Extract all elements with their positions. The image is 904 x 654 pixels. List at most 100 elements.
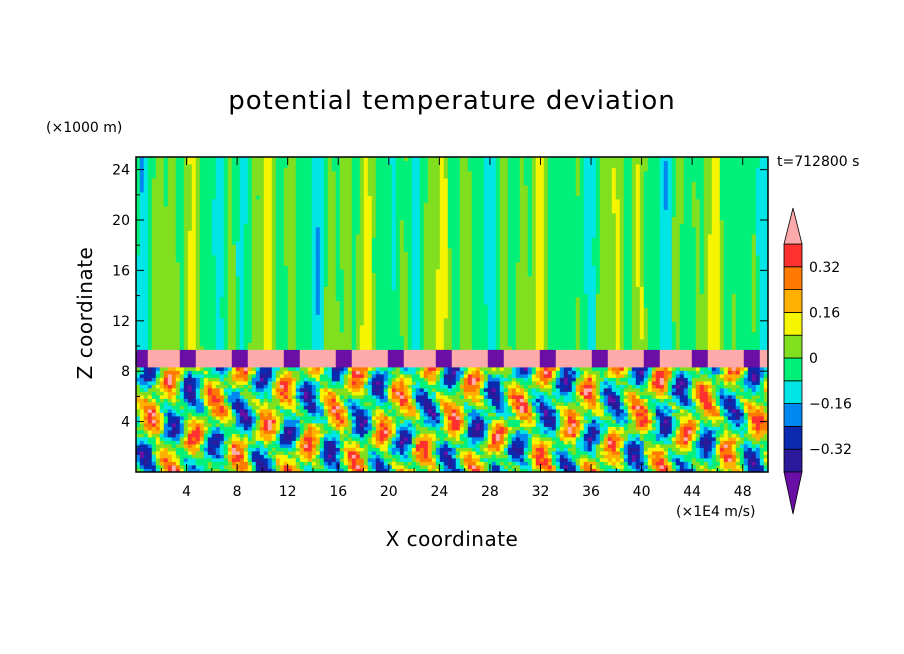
heatmap-cell	[139, 468, 145, 472]
heatmap-cell	[207, 247, 213, 252]
heatmap-cell	[219, 415, 225, 420]
heatmap-cell	[243, 380, 249, 385]
heatmap-cell	[211, 457, 217, 462]
heatmap-cell	[191, 230, 197, 235]
heatmap-cell	[311, 391, 317, 396]
heatmap-cell	[147, 363, 153, 368]
heatmap-cell	[187, 415, 193, 420]
heatmap-cell	[171, 195, 177, 200]
heatmap-cell	[259, 352, 265, 357]
heatmap-cell	[323, 310, 329, 315]
heatmap-cell	[143, 237, 149, 242]
heatmap-cell	[199, 366, 205, 371]
heatmap-cell	[271, 282, 277, 287]
heatmap-cell	[291, 212, 297, 217]
heatmap-cell	[239, 289, 245, 294]
heatmap-cell	[227, 363, 233, 368]
heatmap-cell	[151, 254, 157, 259]
heatmap-cell	[175, 356, 181, 361]
heatmap-cell	[243, 282, 249, 287]
heatmap-cell	[227, 422, 233, 427]
heatmap-cell	[231, 328, 237, 333]
heatmap-cell	[255, 366, 261, 371]
heatmap-cell	[167, 282, 173, 287]
heatmap-cell	[239, 408, 245, 413]
heatmap-cell	[175, 170, 181, 175]
heatmap-cell	[243, 275, 249, 280]
heatmap-cell	[235, 387, 241, 392]
heatmap-cell	[295, 303, 301, 308]
heatmap-cell	[343, 157, 349, 161]
heatmap-cell	[355, 324, 361, 329]
heatmap-cell	[247, 289, 253, 294]
heatmap-cell	[303, 174, 309, 179]
heatmap-cell	[255, 289, 261, 294]
heatmap-cell	[215, 261, 221, 266]
heatmap-cell	[163, 447, 169, 452]
heatmap-cell	[303, 240, 309, 245]
heatmap-cell	[291, 170, 297, 175]
heatmap-cell	[339, 464, 345, 469]
heatmap-cell	[239, 247, 245, 252]
heatmap-cell	[195, 464, 201, 469]
heatmap-cell	[171, 303, 177, 308]
heatmap-cell	[267, 275, 273, 280]
heatmap-cell	[311, 401, 317, 406]
heatmap-cell	[215, 223, 221, 228]
heatmap-cell	[239, 286, 245, 291]
heatmap-cell	[183, 272, 189, 277]
heatmap-cell	[155, 391, 161, 396]
heatmap-cell	[175, 307, 181, 312]
heatmap-cell	[183, 342, 189, 347]
heatmap-cell	[343, 188, 349, 193]
heatmap-cell	[175, 202, 181, 207]
heatmap-cell	[143, 373, 149, 378]
heatmap-cell	[143, 244, 149, 249]
heatmap-cell	[299, 384, 305, 389]
heatmap-cell	[175, 254, 181, 259]
heatmap-cell	[203, 163, 209, 168]
heatmap-cell	[155, 356, 161, 361]
heatmap-cell	[263, 342, 269, 347]
heatmap-cell	[255, 352, 261, 357]
heatmap-cell	[275, 412, 281, 417]
heatmap-cell	[191, 415, 197, 420]
heatmap-cell	[247, 387, 253, 392]
heatmap-cell	[295, 237, 301, 242]
heatmap-cell	[155, 377, 161, 382]
heatmap-cell	[327, 321, 333, 326]
heatmap-cell	[295, 300, 301, 305]
heatmap-cell	[287, 268, 293, 273]
heatmap-cell	[207, 198, 213, 203]
heatmap-cell	[175, 191, 181, 196]
heatmap-cell	[191, 188, 197, 193]
heatmap-cell	[211, 209, 217, 214]
heatmap-cell	[339, 205, 345, 210]
heatmap-cell	[175, 384, 181, 389]
heatmap-cell	[331, 356, 337, 361]
heatmap-cell	[227, 461, 233, 466]
heatmap-cell	[327, 272, 333, 277]
heatmap-cell	[207, 394, 213, 399]
heatmap-cell	[143, 398, 149, 403]
heatmap-cell	[283, 226, 289, 231]
heatmap-cell	[311, 307, 317, 312]
heatmap-cell	[235, 219, 241, 224]
heatmap-cell	[271, 380, 277, 385]
heatmap-cell	[295, 415, 301, 420]
heatmap-cell	[191, 324, 197, 329]
heatmap-cell	[179, 289, 185, 294]
heatmap-cell	[255, 419, 261, 424]
heatmap-cell	[279, 167, 285, 172]
heatmap-cell	[299, 184, 305, 189]
heatmap-cell	[315, 359, 321, 364]
heatmap-cell	[283, 422, 289, 427]
heatmap-cell	[223, 174, 229, 179]
heatmap-cell	[347, 191, 353, 196]
heatmap-cell	[323, 429, 329, 434]
heatmap-cell	[227, 387, 233, 392]
heatmap-cell	[327, 261, 333, 266]
heatmap-cell	[159, 212, 165, 217]
heatmap-cell	[303, 157, 309, 161]
heatmap-cell	[307, 160, 313, 165]
